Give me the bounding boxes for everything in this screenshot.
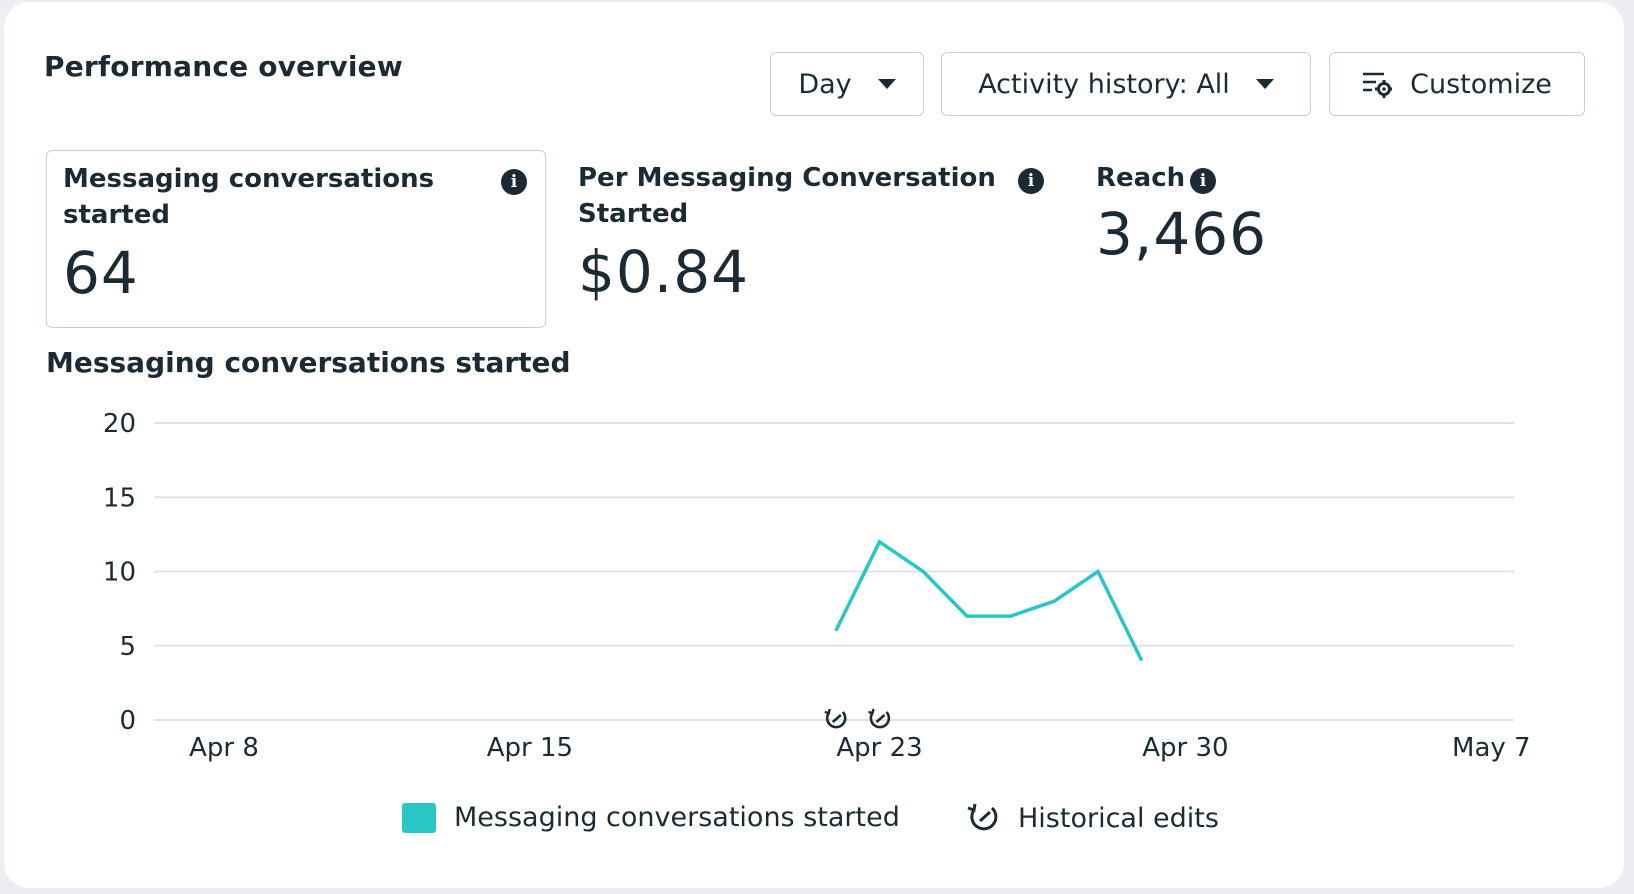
metric-label-line2: Started <box>578 199 689 229</box>
y-tick-label: 5 <box>119 632 136 662</box>
info-icon[interactable]: i <box>501 169 527 195</box>
data-point[interactable] <box>1092 566 1104 578</box>
metric-label-line2: started <box>63 200 170 230</box>
legend-item-series[interactable]: Messaging conversations started <box>402 802 900 833</box>
line-chart: 0 5 10 15 20 Apr 8 Apr 15 Apr 23 Apr 30 May 7 <box>103 409 1531 763</box>
legend-item-historical-edits[interactable]: Historical edits <box>966 802 1219 834</box>
metric-card-cost-per-conversation[interactable]: Per Messaging Conversation Started i $0.… <box>578 150 1048 328</box>
caret-down-icon <box>877 79 896 89</box>
metric-label-line1: Messaging conversations <box>63 164 435 194</box>
performance-overview-card: Performance overview Day Activity histor… <box>4 2 1624 888</box>
x-tick-label: May 7 <box>1452 733 1531 763</box>
data-point[interactable] <box>830 625 842 637</box>
data-point[interactable] <box>1005 610 1017 622</box>
historical-edit-icon <box>967 803 998 831</box>
day-dropdown-label: Day <box>798 68 852 100</box>
y-tick-label: 10 <box>103 558 136 588</box>
x-tick-label: Apr 8 <box>189 733 259 763</box>
x-tick-label: Apr 15 <box>487 733 573 763</box>
legend-swatch <box>402 802 436 833</box>
metric-card-reach[interactable]: Reach i 3,466 <box>1096 150 1396 328</box>
customize-button[interactable]: Customize <box>1329 52 1585 116</box>
chart-title: Messaging conversations started <box>46 346 571 379</box>
historical-edit-icon[interactable] <box>868 708 891 729</box>
activity-history-dropdown-button[interactable]: Activity history: All <box>941 52 1311 116</box>
metric-value: 3,466 <box>1096 200 1268 268</box>
metric-label-line1: Reach <box>1096 163 1186 193</box>
day-dropdown-button[interactable]: Day <box>770 52 924 116</box>
series-line[interactable] <box>834 539 1144 662</box>
y-tick-label: 15 <box>103 483 136 513</box>
customize-label: Customize <box>1410 68 1552 100</box>
caret-down-icon <box>1255 79 1274 89</box>
data-point[interactable] <box>917 566 929 578</box>
data-point[interactable] <box>1048 595 1060 607</box>
data-point[interactable] <box>874 536 886 548</box>
metric-card-messaging-conversations[interactable]: Messaging conversations started i 64 <box>46 150 546 328</box>
activity-history-label: Activity history: All <box>978 68 1230 100</box>
x-tick-label: Apr 30 <box>1142 733 1228 763</box>
info-icon[interactable]: i <box>1190 168 1216 194</box>
page-title: Performance overview <box>44 50 403 83</box>
metric-label-line1: Per Messaging Conversation <box>578 163 996 193</box>
legend-label: Messaging conversations started <box>454 802 900 833</box>
metric-value: $0.84 <box>578 238 750 306</box>
info-icon[interactable]: i <box>1018 168 1044 194</box>
metric-value: 64 <box>63 239 139 307</box>
data-point[interactable] <box>1136 655 1148 667</box>
data-point[interactable] <box>961 610 973 622</box>
legend-label: Historical edits <box>1018 802 1219 834</box>
historical-edit-icon[interactable] <box>824 708 847 729</box>
y-tick-label: 0 <box>119 706 136 736</box>
x-tick-label: Apr 23 <box>836 733 922 763</box>
y-tick-label: 20 <box>103 409 136 439</box>
sliders-gear-icon <box>1363 72 1393 98</box>
